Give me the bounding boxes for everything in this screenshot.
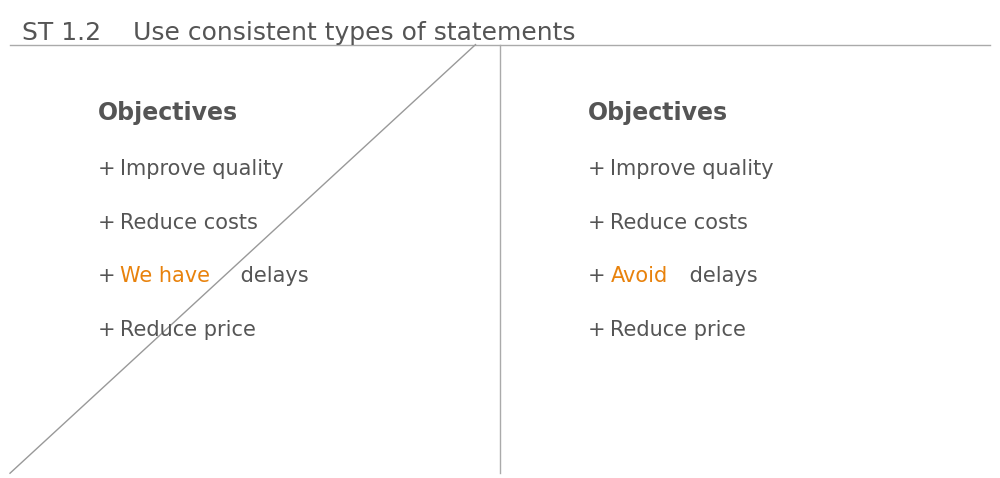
Text: Reduce costs: Reduce costs xyxy=(610,213,748,233)
Text: +: + xyxy=(98,320,116,340)
Text: +: + xyxy=(588,266,606,286)
Text: Reduce costs: Reduce costs xyxy=(120,213,258,233)
Text: Avoid: Avoid xyxy=(610,266,668,286)
Text: +: + xyxy=(98,266,116,286)
Text: +: + xyxy=(588,320,606,340)
Text: +: + xyxy=(98,213,116,233)
Text: Reduce price: Reduce price xyxy=(610,320,746,340)
Text: delays: delays xyxy=(234,266,309,286)
Text: +: + xyxy=(98,159,116,179)
Text: delays: delays xyxy=(683,266,758,286)
Text: +: + xyxy=(588,213,606,233)
Text: +: + xyxy=(588,159,606,179)
Text: ST 1.2    Use consistent types of statements: ST 1.2 Use consistent types of statement… xyxy=(22,21,575,45)
Text: Objectives: Objectives xyxy=(98,100,238,125)
Text: Objectives: Objectives xyxy=(588,100,728,125)
Text: Improve quality: Improve quality xyxy=(120,159,284,179)
Text: Reduce price: Reduce price xyxy=(120,320,256,340)
Text: We have: We have xyxy=(120,266,210,286)
Text: Improve quality: Improve quality xyxy=(610,159,774,179)
